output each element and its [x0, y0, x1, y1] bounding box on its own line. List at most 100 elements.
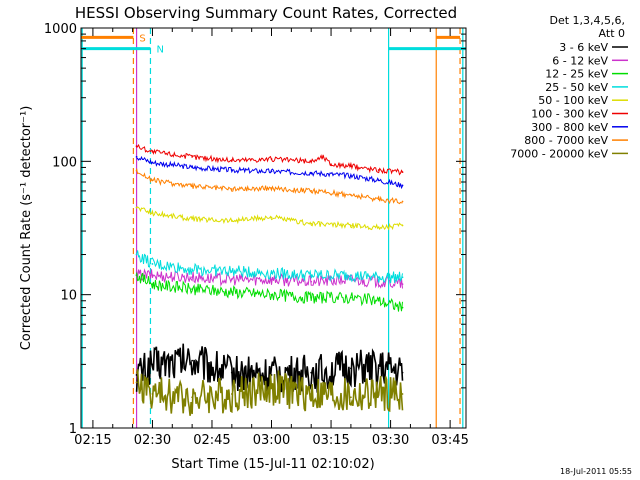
data-point-5-4 — [270, 158, 273, 160]
data-point-2-5 — [310, 296, 313, 299]
y-tick-label-0: 1 — [69, 422, 77, 437]
data-point-6-3 — [230, 169, 233, 171]
data-point-4-6 — [349, 224, 352, 227]
data-point-2-4 — [270, 293, 273, 296]
data-point-7-2 — [191, 185, 194, 188]
legend-label-5: 100 - 300 keV — [531, 108, 608, 121]
x-tick-label-3: 03:00 — [253, 433, 290, 448]
data-point-8-7 — [377, 393, 380, 395]
data-point-7-4 — [270, 187, 273, 189]
data-point-5-5 — [310, 160, 313, 163]
y-tick-label-2: 100 — [52, 155, 77, 170]
data-point-3-5 — [310, 274, 313, 277]
legend-label-2: 12 - 25 keV — [545, 68, 608, 81]
data-point-1-3 — [230, 278, 233, 281]
data-point-1-4 — [270, 278, 273, 281]
data-point-3-3 — [230, 270, 233, 273]
data-point-5-3 — [230, 159, 233, 162]
data-point-6-0 — [135, 155, 138, 158]
series-0 — [135, 343, 404, 394]
data-point-3-0 — [135, 253, 138, 256]
data-point-4-4 — [270, 216, 273, 219]
data-point-8-8 — [401, 393, 404, 395]
data-point-7-1 — [151, 179, 154, 182]
legend-label-1: 6 - 12 keV — [552, 54, 608, 67]
data-point-7-7 — [377, 198, 380, 201]
data-point-2-1 — [151, 283, 154, 286]
legend-label-0: 3 - 6 keV — [559, 41, 608, 54]
series-4 — [135, 206, 404, 231]
data-point-8-1 — [151, 393, 154, 395]
series-line-3 — [136, 250, 403, 284]
data-point-5-10 — [401, 171, 404, 174]
data-point-4-7 — [377, 226, 380, 229]
series-7 — [135, 168, 404, 205]
chart-title: HESSI Observing Summary Count Rates, Cor… — [75, 4, 457, 22]
x-tick-label-2: 02:45 — [193, 433, 230, 448]
data-point-2-3 — [230, 290, 233, 293]
data-point-8-4 — [270, 386, 273, 389]
series-line-8 — [135, 369, 404, 416]
data-point-2-7 — [377, 299, 380, 302]
series-line-6 — [136, 155, 403, 190]
data-point-2-6 — [349, 296, 352, 299]
data-point-5-8 — [349, 165, 352, 168]
data-point-3-8 — [401, 276, 404, 279]
data-point-4-2 — [191, 218, 194, 220]
series-line-0 — [135, 343, 404, 394]
data-point-7-8 — [401, 200, 404, 203]
legend-header-line-1: Det 1,3,4,5,6, — [549, 14, 625, 27]
data-point-0-3 — [230, 371, 233, 374]
legend-label-7: 800 - 7000 keV — [524, 134, 608, 147]
x-axis-label: Start Time (15-Jul-11 02:10:02) — [171, 457, 374, 472]
data-point-6-2 — [191, 166, 194, 169]
y-tick-label-3: 1000 — [44, 22, 77, 37]
generation-timestamp: 18-Jul-2011 05:55 — [559, 467, 632, 476]
data-point-1-5 — [310, 280, 313, 283]
x-tick-label-1: 02:30 — [134, 433, 171, 448]
data-point-3-6 — [349, 274, 352, 277]
data-point-1-8 — [401, 283, 404, 286]
data-point-5-1 — [151, 150, 154, 153]
data-point-8-3 — [230, 393, 233, 395]
legend-header-line-2: Att 0 — [599, 27, 625, 40]
data-point-5-0 — [135, 145, 138, 148]
data-point-2-2 — [191, 288, 194, 291]
data-point-4-0 — [135, 206, 138, 209]
data-point-0-7 — [377, 367, 380, 370]
legend-label-4: 50 - 100 keV — [538, 94, 608, 107]
data-point-4-8 — [401, 224, 404, 227]
data-point-0-0 — [135, 374, 138, 376]
x-tick-label-5: 03:30 — [372, 433, 409, 448]
data-point-6-6 — [349, 174, 352, 177]
data-point-0-2 — [191, 359, 194, 362]
data-point-0-5 — [310, 371, 313, 374]
data-point-8-6 — [349, 396, 352, 399]
series-line-2 — [136, 272, 403, 312]
data-point-6-4 — [270, 170, 273, 173]
data-point-3-1 — [151, 263, 154, 265]
data-point-2-8 — [401, 306, 404, 309]
data-point-1-1 — [151, 274, 154, 277]
data-point-6-5 — [310, 171, 313, 174]
data-point-6-8 — [401, 184, 404, 187]
data-point-4-5 — [310, 222, 313, 225]
series-line-1 — [136, 268, 403, 289]
series-2 — [135, 272, 404, 312]
data-point-3-7 — [377, 276, 380, 279]
data-point-3-4 — [270, 272, 273, 275]
data-point-8-5 — [310, 393, 313, 395]
data-point-0-8 — [401, 371, 404, 374]
data-point-8-2 — [191, 396, 194, 399]
series-6 — [135, 155, 404, 190]
series-line-7 — [136, 168, 403, 205]
series-3 — [135, 250, 404, 284]
data-point-6-1 — [151, 161, 154, 164]
y-tick-label-1: 10 — [60, 289, 77, 304]
data-point-1-2 — [191, 276, 194, 279]
data-point-2-0 — [135, 274, 138, 277]
flag-label-1: N — [156, 45, 163, 56]
legend-label-6: 300 - 800 keV — [531, 121, 608, 134]
series-5 — [135, 143, 404, 176]
